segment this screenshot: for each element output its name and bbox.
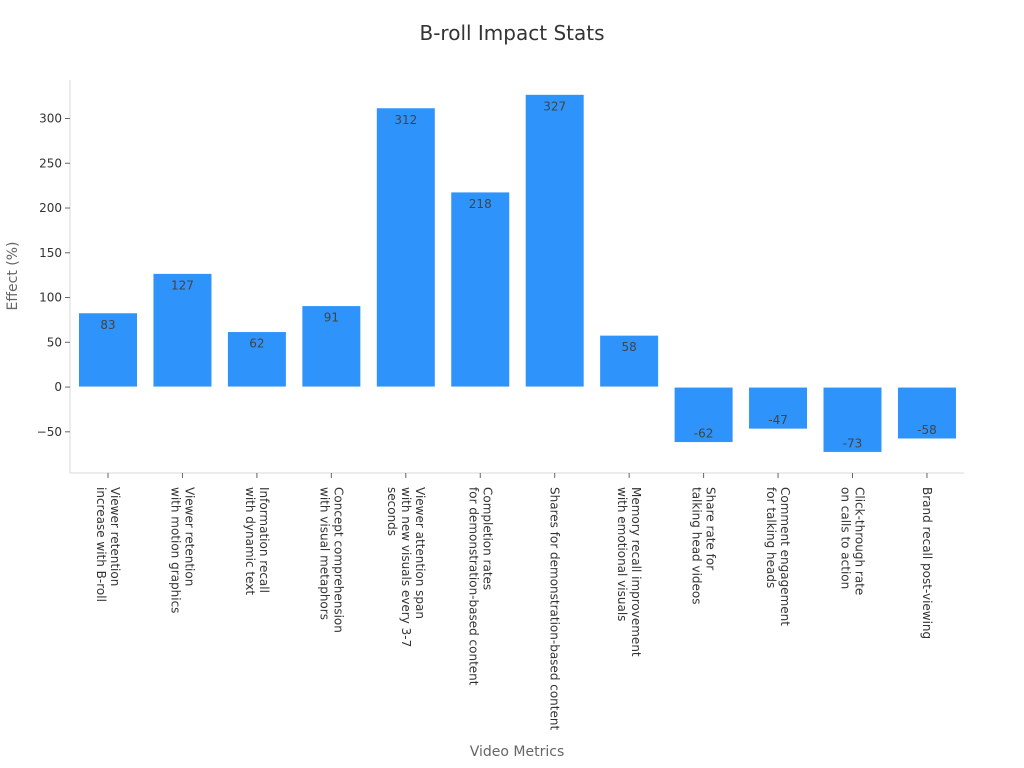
y-tick-label: 50: [47, 335, 62, 349]
x-tick-label: Brand recall post-viewing: [920, 487, 934, 639]
bar-value-label: 91: [324, 311, 339, 325]
x-tick-label-line: for talking heads: [764, 487, 778, 588]
bar: [375, 107, 436, 388]
bar: [896, 386, 957, 440]
bar-value-label: -62: [694, 427, 714, 441]
x-tick-label-line: Share rate for: [704, 487, 718, 570]
x-tick-label-line: Shares for demonstration-based content: [548, 487, 562, 730]
x-tick-label-line: Viewer retention: [182, 487, 196, 586]
bar: [226, 331, 287, 388]
bar-value-label: 58: [622, 340, 637, 354]
x-tick-label-line: Completion rates: [480, 487, 494, 590]
bar-value-label: 327: [543, 99, 566, 113]
bar: [450, 191, 511, 388]
y-tick-label: 100: [39, 291, 62, 305]
x-tick-label-line: Click-through rate: [853, 487, 867, 595]
bar-value-label: 312: [394, 113, 417, 127]
y-tick-label: 200: [39, 201, 62, 215]
x-tick-label: Shares for demonstration-based content: [548, 487, 562, 730]
bar: [822, 386, 883, 453]
bar-value-label: 83: [100, 318, 115, 332]
y-tick-label: 0: [54, 380, 62, 394]
bar: [78, 312, 138, 388]
x-tick-label-line: seconds: [385, 487, 399, 536]
y-tick-label: 250: [39, 156, 62, 170]
bar: [524, 93, 585, 388]
x-tick-label-line: with dynamic text: [243, 487, 257, 595]
x-tick-label-line: on calls to action: [839, 487, 853, 589]
x-tick-label-line: with emotional visuals: [615, 487, 629, 621]
x-tick-label-line: with motion graphics: [168, 487, 182, 613]
x-tick-label-line: with visual metaphors: [317, 487, 331, 620]
bar-value-label: 218: [469, 197, 492, 211]
y-tick-label: 150: [39, 246, 62, 260]
bars-group: 83 127 62 91 312 218 327 58 -62 -47 -73 -58: [78, 93, 957, 453]
x-axis-label: Video Metrics: [470, 744, 565, 760]
bar: [599, 334, 660, 388]
chart-title: B-roll Impact Stats: [419, 21, 604, 45]
x-tick-label-line: Memory recall improvement: [629, 487, 643, 657]
x-tick-label-line: Comment engagement: [778, 487, 792, 626]
y-axis-ticks: −50 0 50 100 150 200 250 300: [37, 111, 70, 439]
bar-value-label: -73: [843, 436, 863, 450]
x-tick-label-line: Viewer attention span: [413, 487, 427, 619]
y-tick-label: 300: [39, 111, 62, 125]
bar: [748, 386, 809, 430]
bar: [673, 386, 734, 444]
bar: [152, 272, 213, 388]
x-tick-label-line: for demonstration-based content: [466, 487, 480, 686]
bar-value-label: -58: [917, 423, 937, 437]
bar-value-label: -47: [768, 413, 788, 427]
x-tick-label-line: Brand recall post-viewing: [920, 487, 934, 639]
x-tick-label-line: talking head videos: [690, 487, 704, 605]
x-tick-label-line: Information recall: [257, 487, 271, 593]
bar: [301, 305, 362, 388]
bar-value-label: 127: [171, 278, 194, 292]
x-tick-label-line: with new visuals every 3-7: [399, 487, 413, 647]
x-tick-label-line: increase with B-roll: [94, 487, 108, 602]
x-tick-label-line: Concept comprehension: [331, 487, 345, 633]
x-tick-label-line: Viewer retention: [108, 487, 122, 586]
y-axis-label: Effect (%): [5, 242, 21, 311]
y-tick-label: −50: [37, 425, 62, 439]
bar-value-label: 62: [249, 337, 264, 351]
